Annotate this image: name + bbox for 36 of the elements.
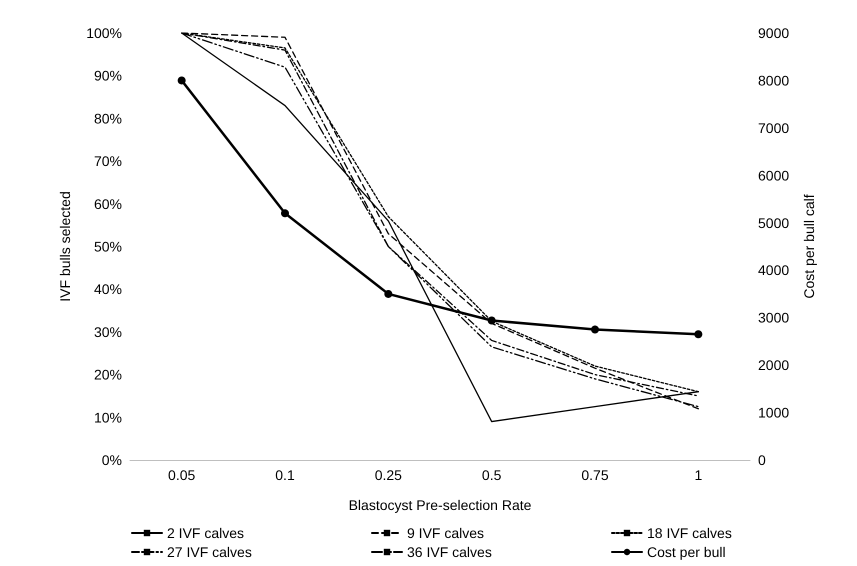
x-tick-label: 0.1 <box>275 467 295 483</box>
legend-label: 9 IVF calves <box>407 525 484 541</box>
y2-tick-label: 7000 <box>758 120 790 136</box>
y-axis-title: IVF bulls selected <box>57 191 73 302</box>
legend-label: 27 IVF calves <box>167 544 252 560</box>
x-tick-label: 0.25 <box>374 467 402 483</box>
legend-label: Cost per bull <box>647 544 726 560</box>
y2-tick-label: 4000 <box>758 262 790 278</box>
legend-label: 36 IVF calves <box>407 544 492 560</box>
x-tick-label: 1 <box>694 467 702 483</box>
y-tick-label: 50% <box>94 238 122 254</box>
y-tick-label: 60% <box>94 196 122 212</box>
y2-tick-label: 5000 <box>758 214 790 231</box>
y-tick-label: 30% <box>94 324 122 340</box>
y2-tick-label: 1000 <box>758 404 790 421</box>
y-tick-label: 10% <box>94 409 122 426</box>
x-tick-label: 0.5 <box>482 467 502 483</box>
y-tick-label: 40% <box>94 281 122 298</box>
legend-label: 2 IVF calves <box>167 525 244 541</box>
y2-axis-title: Cost per bull calf <box>801 194 817 299</box>
legend-label: 18 IVF calves <box>647 525 732 541</box>
x-tick-label: 0.05 <box>168 467 196 483</box>
y-tick-label: 90% <box>94 68 122 84</box>
x-tick-label: 0.75 <box>581 467 609 483</box>
y-tick-label: 70% <box>94 153 122 170</box>
y-tick-label: 20% <box>94 366 122 383</box>
y-tick-label: 0% <box>102 452 122 468</box>
x-axis-title: Blastocyst Pre-selection Rate <box>348 497 532 513</box>
y2-tick-label: 0 <box>758 452 766 468</box>
y-tick-label: 80% <box>94 110 122 126</box>
y2-tick-label: 8000 <box>758 72 790 88</box>
y2-tick-label: 6000 <box>758 167 790 184</box>
y2-tick-label: 9000 <box>758 25 790 41</box>
y2-tick-label: 3000 <box>758 310 790 326</box>
y-tick-label: 100% <box>86 25 122 41</box>
y2-tick-label: 2000 <box>758 357 790 374</box>
